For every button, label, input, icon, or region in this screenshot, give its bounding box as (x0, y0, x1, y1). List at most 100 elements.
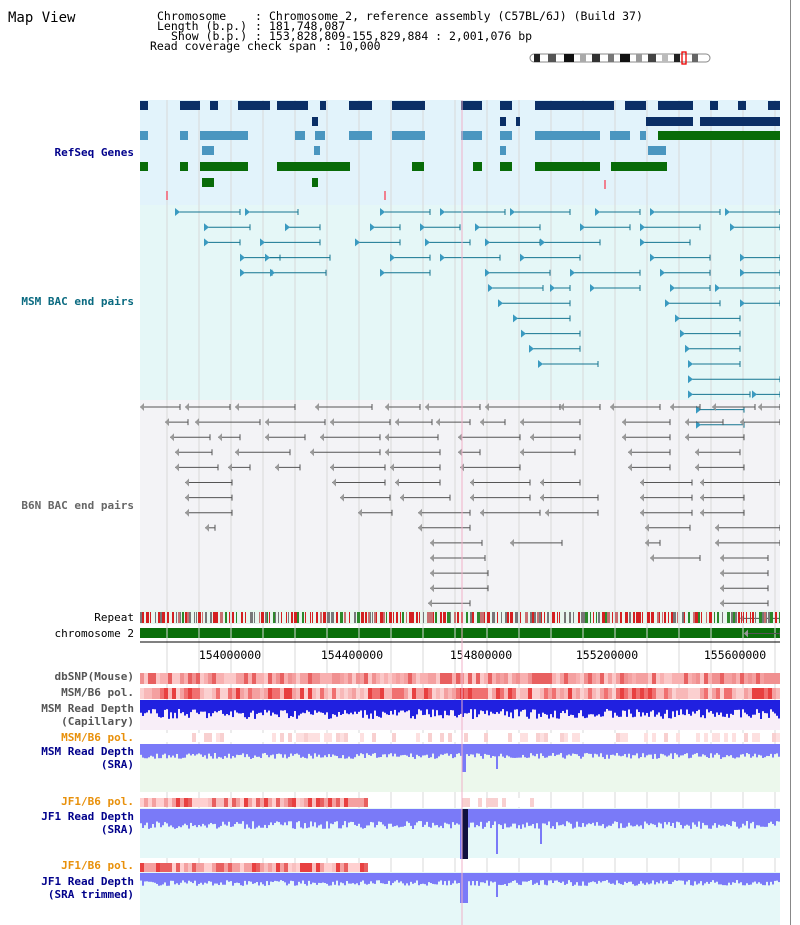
track-label-jf1-b6-pol-1[interactable]: JF1/B6 pol. (61, 795, 134, 808)
repeat-element (557, 612, 558, 623)
snp-density-cell (140, 863, 144, 872)
depth-bar (430, 809, 432, 828)
depth-bar (208, 809, 210, 825)
track-label-msm-depth-cap[interactable]: MSM Read Depth (41, 702, 134, 715)
bac-end-marker (204, 238, 209, 247)
gene-feature (180, 131, 188, 140)
track-label-refseq[interactable]: RefSeq Genes (54, 146, 134, 159)
snp-density-cell (684, 673, 688, 684)
snp-density-cell (256, 733, 260, 742)
bac-end-marker (550, 284, 555, 292)
track-label-msm-depth-sra[interactable]: MSM Read Depth (41, 745, 134, 758)
depth-bar (738, 873, 740, 884)
repeat-element (454, 612, 456, 623)
snp-density-cell (732, 733, 736, 742)
depth-bar (700, 744, 702, 757)
repeat-element (559, 612, 560, 623)
track-label-jf1-depth-sra[interactable]: JF1 Read Depth (41, 810, 134, 823)
depth-bar (200, 744, 202, 755)
snp-density-cell (764, 733, 768, 742)
depth-bar (274, 744, 276, 759)
depth-bar (166, 700, 168, 710)
depth-bar (764, 744, 766, 758)
track-label-repeat[interactable]: Repeat (94, 611, 134, 624)
depth-bar (466, 873, 468, 903)
depth-bar (552, 700, 554, 718)
depth-bar (366, 809, 368, 826)
track-label-b6n-bac[interactable]: B6N BAC end pairs (21, 499, 134, 512)
snp-density-cell (176, 733, 180, 742)
snp-density-cell (276, 688, 280, 699)
depth-bar (594, 873, 596, 883)
depth-bar (526, 700, 528, 717)
bac-end-marker (688, 390, 693, 399)
snp-density-cell (276, 863, 280, 872)
bac-end-marker (538, 360, 543, 368)
snp-density-cell (176, 688, 180, 699)
depth-bar (528, 809, 530, 826)
snp-density-cell (680, 688, 684, 699)
track-area[interactable]: 154000000 154400000 154800000 155200000 … (140, 0, 780, 925)
depth-bar (326, 700, 328, 713)
bac-end-marker (498, 299, 503, 308)
snp-density-cell (288, 863, 292, 872)
snp-density-cell (176, 673, 180, 684)
depth-bar (516, 700, 518, 710)
gene-feature (500, 162, 512, 171)
depth-bar (456, 700, 458, 718)
bac-end-marker (695, 463, 699, 472)
snp-density-cell (612, 673, 616, 684)
depth-bar (686, 744, 688, 754)
depth-bar (670, 809, 672, 827)
snp-density-cell (356, 798, 360, 807)
depth-bar (296, 809, 298, 823)
ruler-tick-label: 154400000 (321, 648, 383, 662)
snp-density-cell (224, 688, 228, 699)
depth-bar (254, 700, 256, 719)
snp-density-cell (396, 673, 400, 684)
track-label-msm-b6-pol-2[interactable]: MSM/B6 pol. (61, 731, 134, 744)
repeat-element (215, 612, 218, 623)
repeat-element (146, 612, 149, 623)
depth-bar (262, 744, 264, 754)
depth-bar (386, 873, 388, 884)
depth-bar (366, 700, 368, 715)
snp-density-cell (616, 733, 620, 742)
snp-density-cell (156, 688, 160, 699)
depth-bar (446, 809, 448, 824)
depth-bar (762, 873, 764, 886)
depth-bar (778, 744, 780, 757)
depth-bar (732, 700, 734, 715)
depth-bar (526, 809, 528, 823)
bac-end-marker (480, 418, 484, 427)
depth-bar (528, 744, 530, 758)
repeat-element (487, 612, 490, 623)
depth-bar (392, 809, 394, 827)
snp-density-cell (296, 673, 300, 684)
track-label-msm-bac[interactable]: MSM BAC end pairs (21, 295, 134, 308)
depth-bar (312, 744, 314, 759)
snp-density-cell (608, 733, 612, 742)
repeat-element (629, 612, 631, 623)
bac-end-marker (370, 223, 375, 232)
snp-density-cell (220, 798, 224, 807)
genome-tracks[interactable]: 154000000 154400000 154800000 155200000 … (140, 0, 780, 925)
depth-bar (210, 809, 212, 823)
depth-bar (258, 873, 260, 886)
depth-bar (140, 809, 142, 824)
depth-bar (278, 700, 280, 718)
track-label-jf1-b6-pol-2[interactable]: JF1/B6 pol. (61, 859, 134, 872)
track-label-dbsnp[interactable]: dbSNP(Mouse) (54, 670, 134, 683)
depth-bar (706, 873, 708, 882)
depth-bar (540, 873, 542, 881)
depth-bar (356, 700, 358, 714)
repeat-element (232, 612, 234, 623)
b6n-bac-pairs-layer (140, 403, 780, 638)
snp-density-cell (604, 733, 608, 742)
snp-density-cell (676, 673, 680, 684)
depth-bar (326, 809, 328, 822)
track-label-jf1-depth-trim[interactable]: JF1 Read Depth (41, 875, 134, 888)
chromosome-ideogram[interactable] (528, 51, 714, 65)
depth-bar (706, 700, 708, 710)
track-label-msm-b6-pol-1[interactable]: MSM/B6 pol. (61, 686, 134, 699)
